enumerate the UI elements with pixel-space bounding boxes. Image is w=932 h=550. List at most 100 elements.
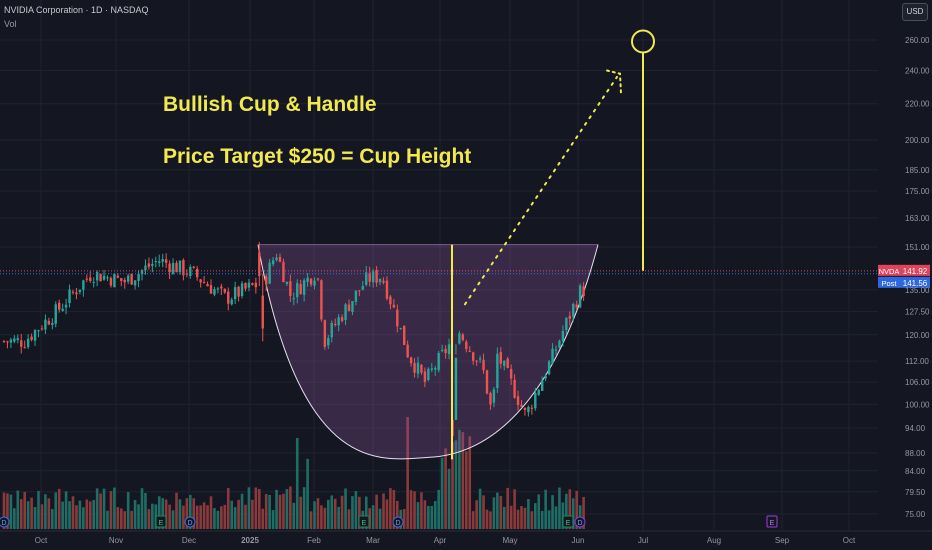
volume-bar <box>126 492 130 529</box>
volume-bar <box>575 490 578 529</box>
volume-bar <box>282 493 285 529</box>
volume-bar <box>295 438 299 529</box>
volume-bar <box>465 451 468 529</box>
earnings-marker-label: E <box>770 520 775 527</box>
candle-body <box>251 283 254 285</box>
candle-body <box>565 317 568 331</box>
candle-body <box>199 279 202 283</box>
dividend-marker-label: D <box>395 520 400 527</box>
candle-body <box>485 370 489 394</box>
dividend-marker <box>0 516 10 528</box>
candle-body <box>513 379 516 398</box>
chart-axes: 260.00 240.00 220.00 200.00 185.00 175.00 163.… <box>0 36 932 545</box>
candle-body <box>423 371 427 382</box>
x-tick-label: Mar <box>366 536 380 545</box>
candle-body <box>92 282 95 284</box>
volume-bar <box>461 432 465 529</box>
volume-bar <box>237 499 240 529</box>
candle-body <box>26 338 30 348</box>
candle-body <box>416 362 420 374</box>
volume-bar <box>68 501 71 529</box>
volume-bar <box>233 507 237 529</box>
candle-body <box>95 271 99 281</box>
candle-body <box>51 322 54 325</box>
candle-body <box>330 322 333 338</box>
volume-bar <box>327 499 330 529</box>
volume-bar <box>44 494 47 529</box>
volume-bar <box>447 468 451 529</box>
candle-body <box>478 358 482 360</box>
volume-bar <box>451 441 454 529</box>
last-price-tag <box>878 264 900 276</box>
candle-body <box>144 265 147 271</box>
volume-bar <box>164 499 168 529</box>
candle-body <box>375 270 378 283</box>
volume-bar <box>561 502 565 529</box>
earnings-marker <box>766 515 778 528</box>
candle-body <box>309 278 313 285</box>
volume-bar <box>509 505 513 529</box>
candle-body <box>89 277 92 282</box>
candle-body <box>164 259 168 263</box>
volume-bar <box>182 505 185 529</box>
volume-bar <box>292 502 296 529</box>
x-tick-label: Apr <box>434 536 447 545</box>
candle-body <box>496 353 499 389</box>
volume-bar <box>392 489 396 529</box>
volume-bar <box>147 509 151 529</box>
y-tick-label: 120.00 <box>905 331 930 340</box>
volume-bar <box>216 510 220 529</box>
candle-body <box>444 348 447 354</box>
candle-body <box>430 368 433 370</box>
volume-bar <box>130 510 133 529</box>
candle-body <box>527 406 530 413</box>
volume-bar <box>354 491 358 529</box>
candle-body <box>378 279 382 283</box>
candle-body <box>154 260 157 262</box>
volume-bar <box>258 489 261 529</box>
volume-bar <box>420 492 423 529</box>
candle-body <box>302 280 306 295</box>
y-tick-label: 127.50 <box>905 308 930 317</box>
volume-bar <box>523 507 527 529</box>
volume-bar <box>444 448 447 529</box>
volume-bar <box>433 501 437 529</box>
candle-body <box>447 344 451 354</box>
volume-bar <box>19 499 23 529</box>
volume-bar <box>554 506 558 529</box>
candle-body <box>382 280 385 283</box>
volume-bar <box>64 491 68 529</box>
candle-body <box>216 288 220 290</box>
volume-bar <box>306 458 309 529</box>
candle-body <box>544 376 547 379</box>
candle-body <box>582 286 585 297</box>
volume-bar <box>427 505 430 529</box>
x-tick-label: Oct <box>35 536 48 545</box>
candle-body <box>420 364 423 373</box>
volume-bar <box>54 492 58 529</box>
y-tick-label: 135.00 <box>905 286 930 295</box>
x-tick-label: Feb <box>307 536 321 545</box>
candle-body <box>223 288 226 293</box>
volume-bar <box>423 500 427 529</box>
volume-bar <box>71 496 75 529</box>
candle-body <box>554 349 558 351</box>
candle-body <box>475 360 478 362</box>
candle-body <box>2 340 6 342</box>
volume-bar <box>133 499 137 529</box>
candle-body <box>334 324 337 326</box>
volume-bar <box>240 493 244 529</box>
candle-body <box>271 260 275 265</box>
candle-body <box>247 282 251 288</box>
currency-button[interactable]: USD <box>902 3 928 21</box>
annotation-price-target: Price Target $250 = Cup Height <box>163 145 471 168</box>
candle-body <box>465 341 468 350</box>
x-tick-label: Jul <box>638 536 648 545</box>
volume-bar <box>309 511 313 529</box>
candle-body <box>85 278 88 280</box>
y-tick-label: 200.00 <box>905 136 930 145</box>
volume-bar <box>371 505 375 529</box>
candle-body <box>368 272 371 282</box>
